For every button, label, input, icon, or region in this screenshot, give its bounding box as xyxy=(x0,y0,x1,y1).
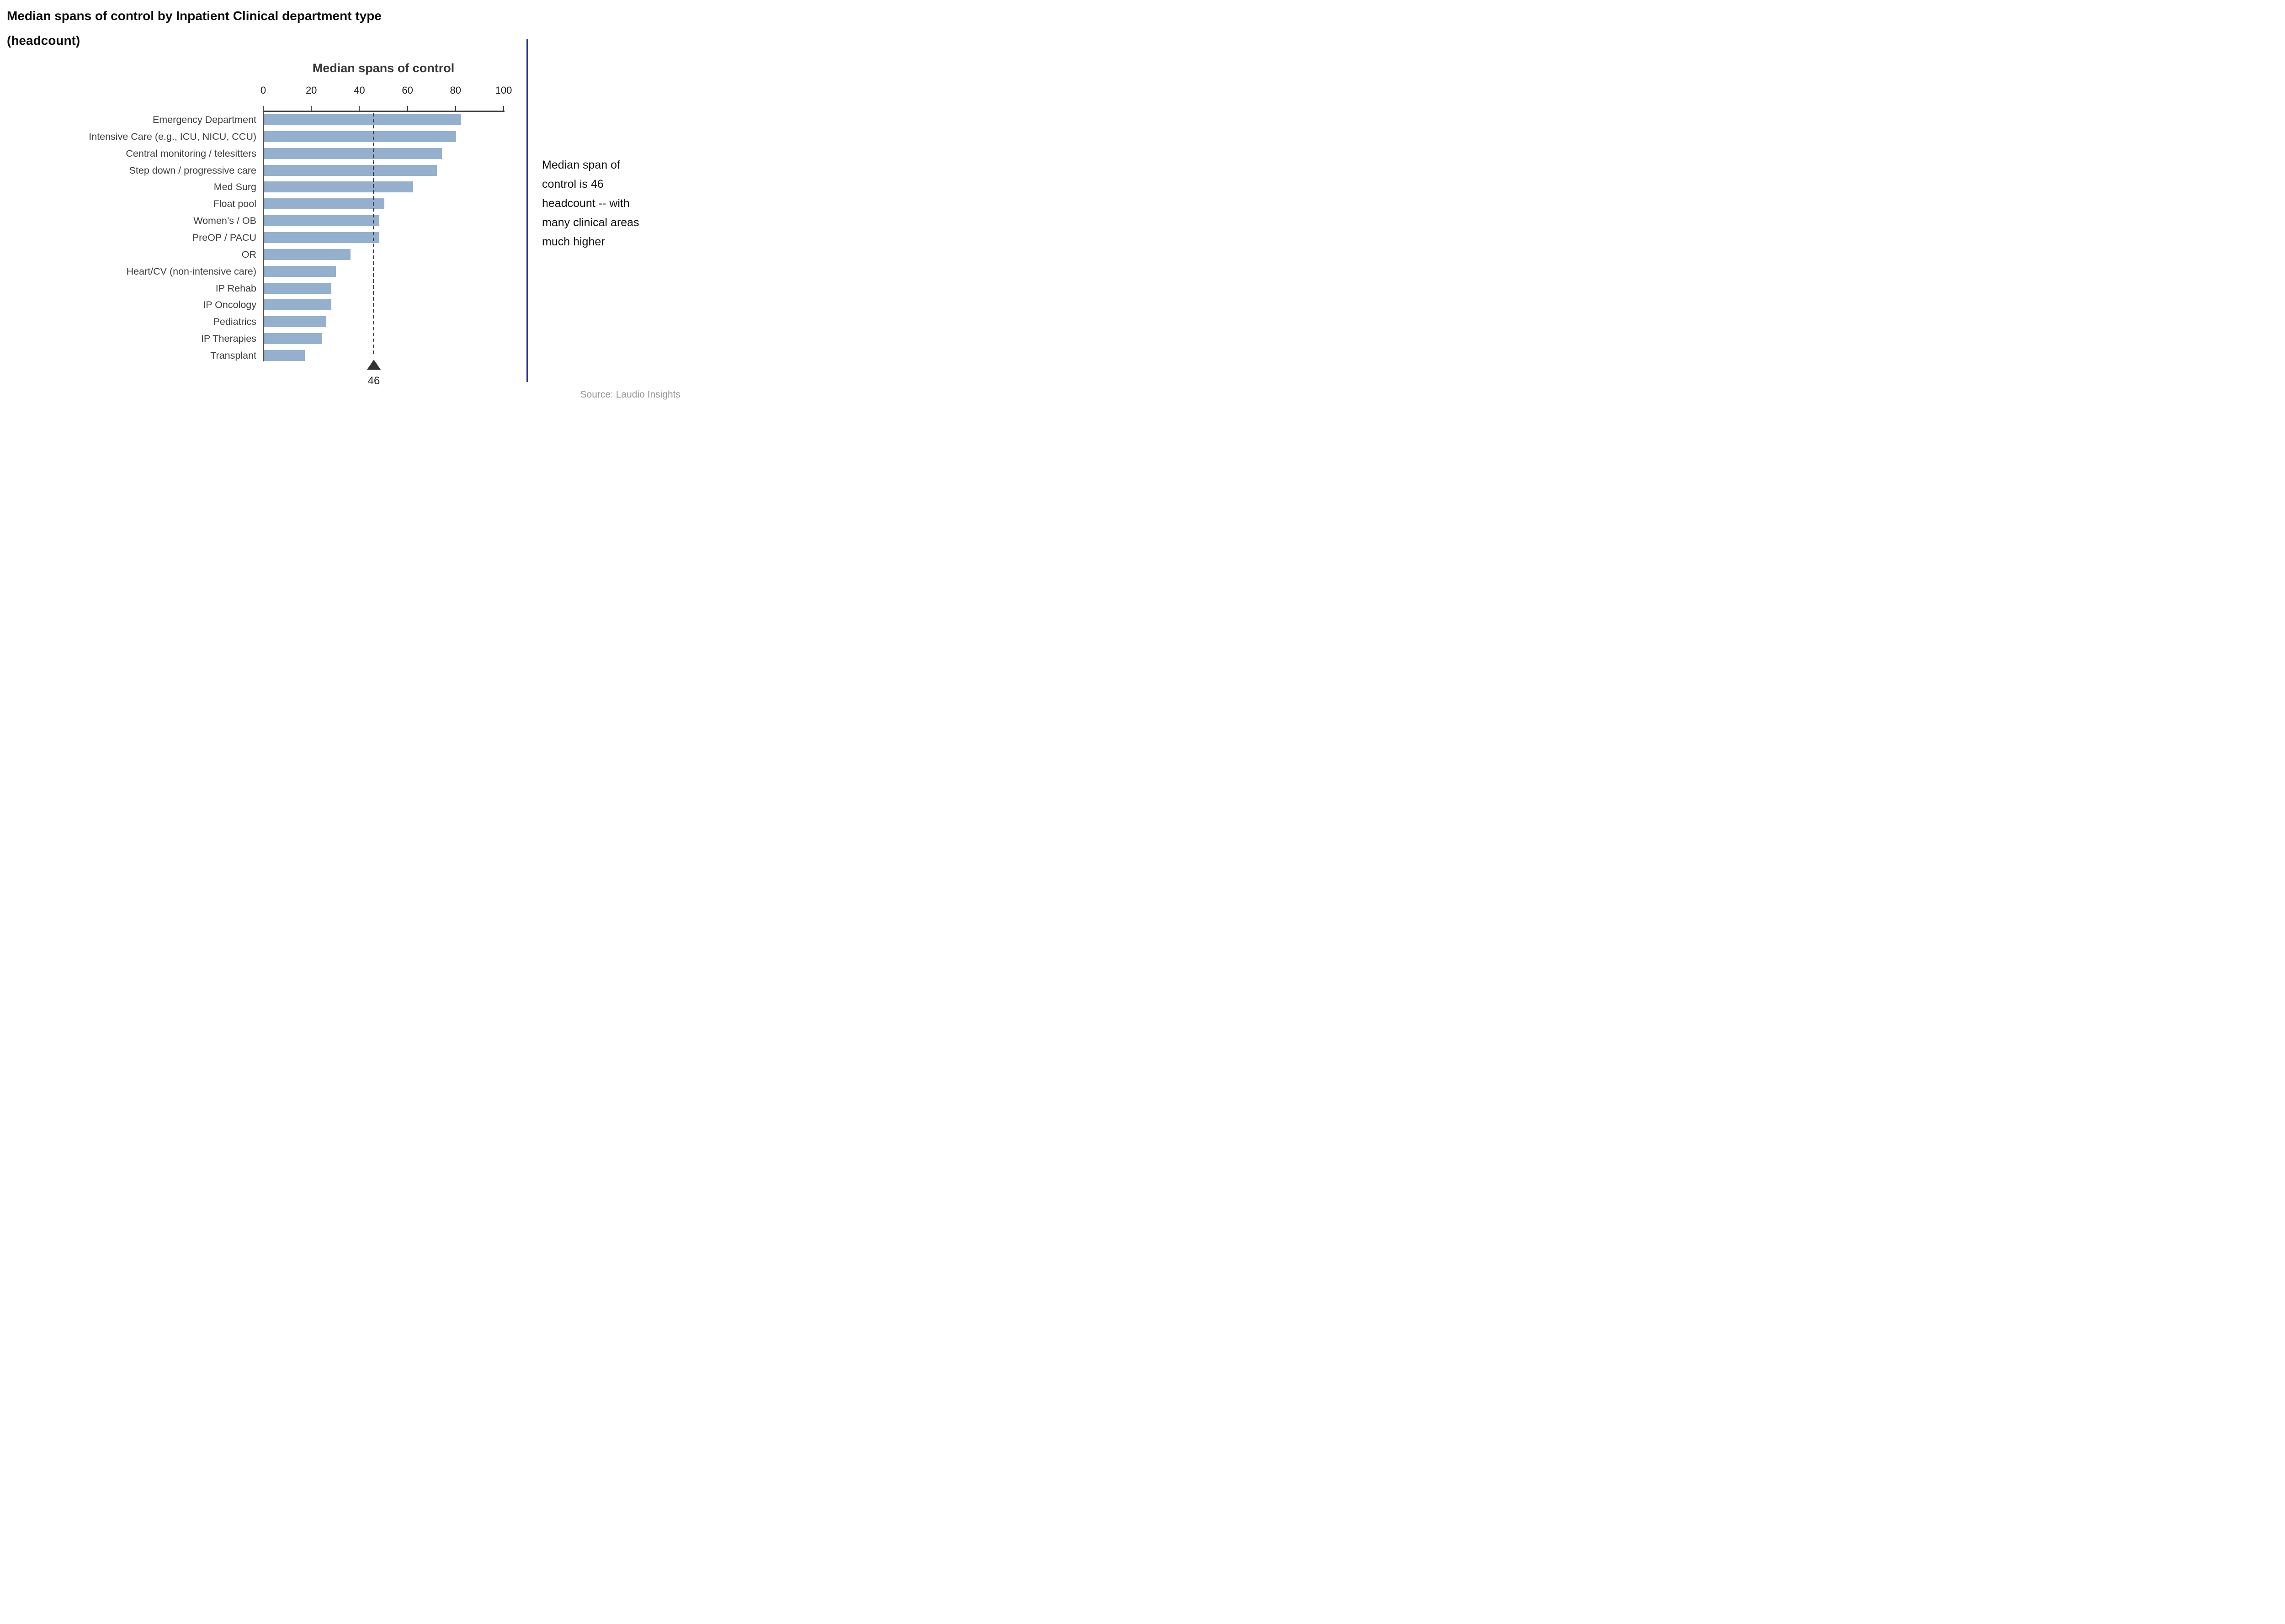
chart-page: Median spans of control by Inpatient Cli… xyxy=(0,0,683,406)
bar-rows: Emergency Department Intensive Care (e.g.… xyxy=(0,114,507,361)
bar-row: Transplant xyxy=(0,350,507,361)
bar-row: Float pool xyxy=(0,198,507,210)
median-reference-dashed-line xyxy=(373,113,374,356)
y-axis-line xyxy=(263,106,264,361)
category-label: Women’s / OB xyxy=(193,215,256,227)
x-axis-tick-label: 60 xyxy=(402,85,413,96)
bar-row: OR xyxy=(0,249,507,260)
category-label: Pediatrics xyxy=(213,316,256,328)
bar-row: IP Rehab xyxy=(0,282,507,294)
x-axis-tick-label: 40 xyxy=(354,85,365,96)
category-label: IP Therapies xyxy=(201,333,256,345)
chart-title: Median spans of control by Inpatient Cli… xyxy=(7,4,382,53)
x-axis-tick-label: 80 xyxy=(450,85,462,96)
annotation-line: Median span of xyxy=(542,159,620,171)
x-axis-tick-mark xyxy=(359,106,360,111)
category-label: Heart/CV (non-intensive care) xyxy=(126,265,256,277)
bar-row: Intensive Care (e.g., ICU, NICU, CCU) xyxy=(0,131,507,142)
x-axis-line xyxy=(263,111,505,112)
source-text: Source: Laudio Insights xyxy=(580,389,680,400)
x-axis-title: Median spans of control xyxy=(312,61,455,75)
bar xyxy=(264,215,379,227)
bar xyxy=(264,232,379,243)
bar-row: Med Surg xyxy=(0,181,507,193)
x-axis-tick-labels: 0 20 40 60 80 100 xyxy=(260,85,512,96)
bar xyxy=(264,316,327,328)
x-axis-tick-label: 20 xyxy=(305,85,317,96)
bar-row: Central monitoring / telesitters xyxy=(0,148,507,159)
bar xyxy=(264,350,305,361)
bar xyxy=(264,299,331,311)
bar-row: Emergency Department xyxy=(0,114,507,125)
bar xyxy=(264,333,322,345)
annotation-line: much higher xyxy=(542,235,605,248)
x-axis-tick-mark xyxy=(311,106,312,111)
x-axis-tick-mark xyxy=(455,106,456,111)
bar xyxy=(264,282,331,294)
bar-row: PreOP / PACU xyxy=(0,232,507,243)
chart-title-line1: Median spans of control by Inpatient Cli… xyxy=(7,9,382,23)
category-label: Med Surg xyxy=(213,181,256,193)
x-axis-tick-mark xyxy=(503,106,504,111)
chart-title-line2: (headcount) xyxy=(7,33,80,48)
annotation-text: Median span of control is 46 headcount -- … xyxy=(542,155,639,251)
median-value-label: 46 xyxy=(367,375,380,387)
bar-row: Step down / progressive care xyxy=(0,165,507,176)
category-label: Central monitoring / telesitters xyxy=(126,148,256,159)
bar xyxy=(264,181,413,193)
category-label: OR xyxy=(241,249,256,260)
x-axis-tick-mark xyxy=(407,106,408,111)
category-label: IP Rehab xyxy=(215,282,256,294)
category-label: Step down / progressive care xyxy=(129,165,256,176)
bar xyxy=(264,198,384,210)
vertical-divider-line xyxy=(526,39,528,382)
bar-row: IP Therapies xyxy=(0,333,507,345)
median-marker-triangle-icon xyxy=(367,360,381,370)
x-axis-tick-label: 0 xyxy=(260,85,266,96)
bar-row: Pediatrics xyxy=(0,316,507,328)
x-axis-tick-marks xyxy=(263,106,504,111)
category-label: Transplant xyxy=(210,350,256,361)
bar-row: Heart/CV (non-intensive care) xyxy=(0,265,507,277)
category-label: Float pool xyxy=(213,198,256,210)
category-label: Emergency Department xyxy=(152,114,256,125)
annotation-line: control is 46 xyxy=(542,178,604,191)
bar xyxy=(264,131,457,142)
bar-row: Women’s / OB xyxy=(0,215,507,227)
category-label: Intensive Care (e.g., ICU, NICU, CCU) xyxy=(89,131,256,142)
x-axis-tick-label: 100 xyxy=(495,85,512,96)
category-label: PreOP / PACU xyxy=(192,232,256,243)
annotation-line: many clinical areas xyxy=(542,216,639,229)
bar xyxy=(264,249,351,260)
category-label: IP Oncology xyxy=(203,299,256,311)
bar-row: IP Oncology xyxy=(0,299,507,311)
bar xyxy=(264,148,442,159)
bar xyxy=(264,165,437,176)
bar xyxy=(264,265,336,277)
bar xyxy=(264,114,461,125)
annotation-line: headcount -- with xyxy=(542,197,630,210)
